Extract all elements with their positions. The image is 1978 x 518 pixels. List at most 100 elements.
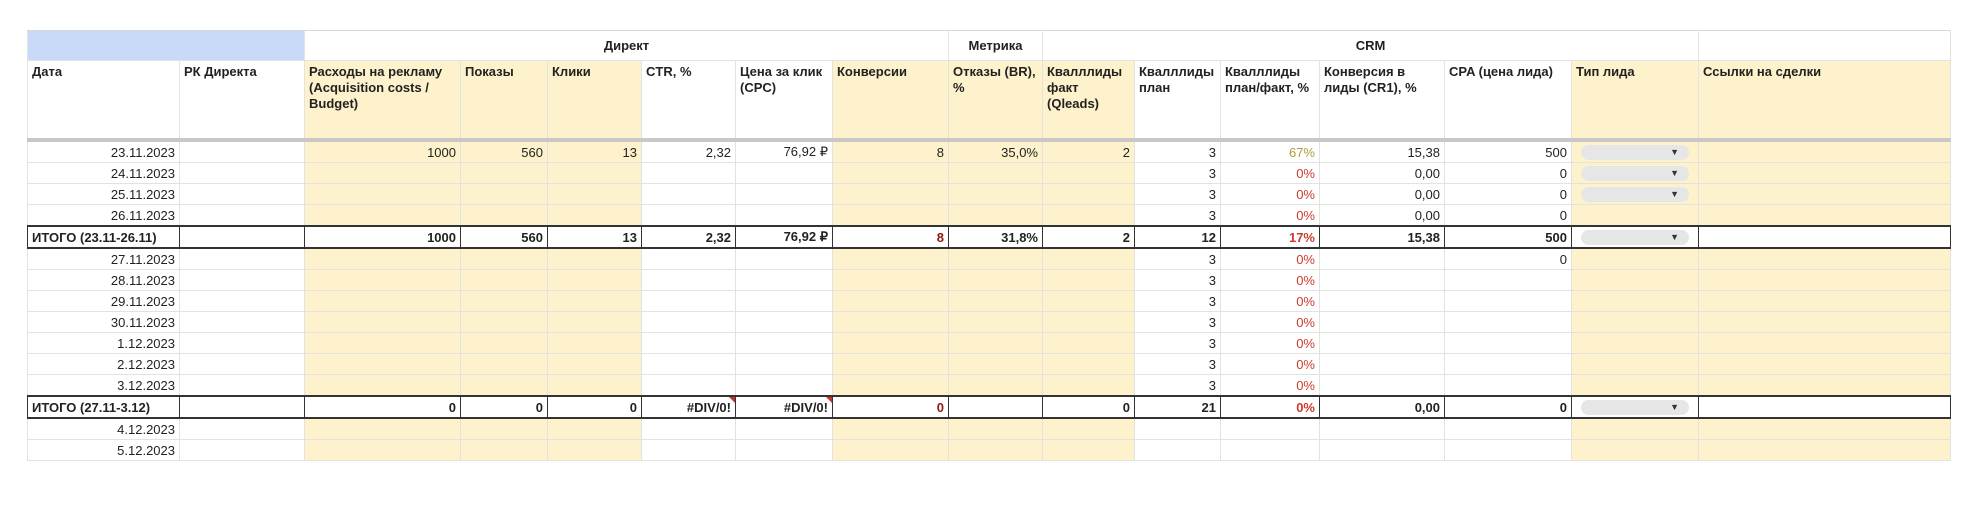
cell-клики[interactable] [547, 204, 642, 227]
cell-ссылки-на-сделки[interactable] [1698, 162, 1951, 184]
cell-показы[interactable]: 0 [460, 395, 548, 419]
cell-показы[interactable] [460, 247, 548, 270]
cell-тип-лида[interactable]: ▼ [1571, 395, 1699, 419]
cell-конверсии[interactable] [832, 269, 949, 291]
cell-квалллиды-план[interactable]: 3 [1134, 162, 1221, 184]
cell-квалллиды-план-факт[interactable]: 0% [1220, 290, 1320, 312]
cell-тип-лида[interactable] [1571, 269, 1699, 291]
cell-рк-директа[interactable] [179, 439, 305, 461]
cell-конверсии[interactable] [832, 417, 949, 440]
cell-квалллиды-план-факт[interactable]: 17% [1220, 225, 1320, 249]
column-header[interactable]: Ссылки на сделки [1698, 60, 1951, 142]
cell-квалллиды-план-факт[interactable] [1220, 417, 1320, 440]
group-header-cell[interactable] [27, 30, 305, 61]
cell-квалллиды-план-факт[interactable]: 0% [1220, 162, 1320, 184]
column-header[interactable]: Тип лида [1571, 60, 1699, 142]
column-header[interactable]: CPA (цена лида) [1444, 60, 1572, 142]
cell-конверсии[interactable] [832, 183, 949, 205]
cell-цена-за-клик-cpc[interactable] [735, 183, 833, 205]
column-header[interactable]: Дата [27, 60, 180, 142]
cell-цена-за-клик-cpc[interactable] [735, 353, 833, 375]
cell-показы[interactable] [460, 374, 548, 397]
cell-квалллиды-план[interactable] [1134, 417, 1221, 440]
cell-дата[interactable]: 23.11.2023 [27, 139, 180, 163]
column-header[interactable]: Конверсии [832, 60, 949, 142]
cell-отказы-br[interactable]: 31,8% [948, 225, 1043, 249]
cell-конверсия-в-лиды-cr1[interactable]: 15,38 [1319, 139, 1445, 163]
cell-ссылки-на-сделки[interactable] [1698, 204, 1951, 227]
cell-расходы-на-рекламу-acqui[interactable]: 1000 [304, 225, 461, 249]
cell-квалллиды-факт-qleads[interactable] [1042, 311, 1135, 333]
cell-конверсия-в-лиды-cr1[interactable] [1319, 439, 1445, 461]
cell-ссылки-на-сделки[interactable] [1698, 247, 1951, 270]
cell-отказы-br[interactable] [948, 269, 1043, 291]
cell-конверсии[interactable] [832, 162, 949, 184]
cell-клики[interactable] [547, 332, 642, 354]
cell-квалллиды-план-факт[interactable]: 0% [1220, 374, 1320, 397]
cell-отказы-br[interactable] [948, 290, 1043, 312]
cell-ссылки-на-сделки[interactable] [1698, 311, 1951, 333]
column-header[interactable]: Отказы (BR), % [948, 60, 1043, 142]
cell-cpa-цена-лида[interactable]: 0 [1444, 247, 1572, 270]
cell-клики[interactable] [547, 290, 642, 312]
cell-цена-за-клик-cpc[interactable] [735, 374, 833, 397]
cell-цена-за-клик-cpc[interactable] [735, 162, 833, 184]
cell-квалллиды-план[interactable] [1134, 439, 1221, 461]
lead-type-dropdown[interactable]: ▼ [1581, 166, 1689, 182]
cell-тип-лида[interactable]: ▼ [1571, 162, 1699, 184]
cell-расходы-на-рекламу-acqui[interactable] [304, 332, 461, 354]
cell-квалллиды-план-факт[interactable]: 0% [1220, 183, 1320, 205]
cell-квалллиды-факт-qleads[interactable] [1042, 353, 1135, 375]
cell-клики[interactable]: 0 [547, 395, 642, 419]
cell-показы[interactable] [460, 353, 548, 375]
cell-дата[interactable]: ИТОГО (27.11-3.12) [27, 395, 180, 419]
cell-показы[interactable] [460, 417, 548, 440]
cell-клики[interactable]: 13 [547, 139, 642, 163]
cell-тип-лида[interactable] [1571, 374, 1699, 397]
cell-квалллиды-план[interactable]: 3 [1134, 332, 1221, 354]
cell-расходы-на-рекламу-acqui[interactable]: 1000 [304, 139, 461, 163]
cell-отказы-br[interactable] [948, 417, 1043, 440]
cell-ссылки-на-сделки[interactable] [1698, 374, 1951, 397]
cell-дата[interactable]: 26.11.2023 [27, 204, 180, 227]
cell-ctr[interactable] [641, 311, 736, 333]
cell-цена-за-клик-cpc[interactable]: 76,92 ₽ [735, 225, 833, 249]
cell-расходы-на-рекламу-acqui[interactable] [304, 311, 461, 333]
cell-тип-лида[interactable]: ▼ [1571, 139, 1699, 163]
cell-клики[interactable] [547, 247, 642, 270]
cell-цена-за-клик-cpc[interactable] [735, 204, 833, 227]
column-header[interactable]: Квалллиды план [1134, 60, 1221, 142]
group-header-cell[interactable]: Директ [304, 30, 949, 61]
cell-дата[interactable]: 29.11.2023 [27, 290, 180, 312]
cell-рк-директа[interactable] [179, 225, 305, 249]
cell-рк-директа[interactable] [179, 374, 305, 397]
column-header[interactable]: Показы [460, 60, 548, 142]
cell-тип-лида[interactable] [1571, 311, 1699, 333]
cell-cpa-цена-лида[interactable]: 0 [1444, 183, 1572, 205]
cell-отказы-br[interactable] [948, 332, 1043, 354]
cell-отказы-br[interactable]: 35,0% [948, 139, 1043, 163]
cell-показы[interactable] [460, 332, 548, 354]
cell-конверсии[interactable] [832, 290, 949, 312]
cell-квалллиды-план-факт[interactable]: 0% [1220, 311, 1320, 333]
cell-квалллиды-план-факт[interactable]: 0% [1220, 204, 1320, 227]
cell-квалллиды-факт-qleads[interactable]: 2 [1042, 225, 1135, 249]
cell-расходы-на-рекламу-acqui[interactable]: 0 [304, 395, 461, 419]
cell-расходы-на-рекламу-acqui[interactable] [304, 162, 461, 184]
cell-дата[interactable]: 24.11.2023 [27, 162, 180, 184]
cell-дата[interactable]: 4.12.2023 [27, 417, 180, 440]
cell-тип-лида[interactable]: ▼ [1571, 225, 1699, 249]
cell-конверсии[interactable] [832, 204, 949, 227]
cell-клики[interactable] [547, 439, 642, 461]
cell-ctr[interactable] [641, 162, 736, 184]
cell-квалллиды-план[interactable]: 3 [1134, 269, 1221, 291]
cell-тип-лида[interactable] [1571, 247, 1699, 270]
cell-ctr[interactable] [641, 332, 736, 354]
cell-рк-директа[interactable] [179, 395, 305, 419]
cell-рк-директа[interactable] [179, 417, 305, 440]
cell-дата[interactable]: 5.12.2023 [27, 439, 180, 461]
cell-цена-за-клик-cpc[interactable]: #DIV/0! [735, 395, 833, 419]
cell-квалллиды-план[interactable]: 3 [1134, 311, 1221, 333]
cell-тип-лида[interactable]: ▼ [1571, 183, 1699, 205]
cell-клики[interactable] [547, 417, 642, 440]
